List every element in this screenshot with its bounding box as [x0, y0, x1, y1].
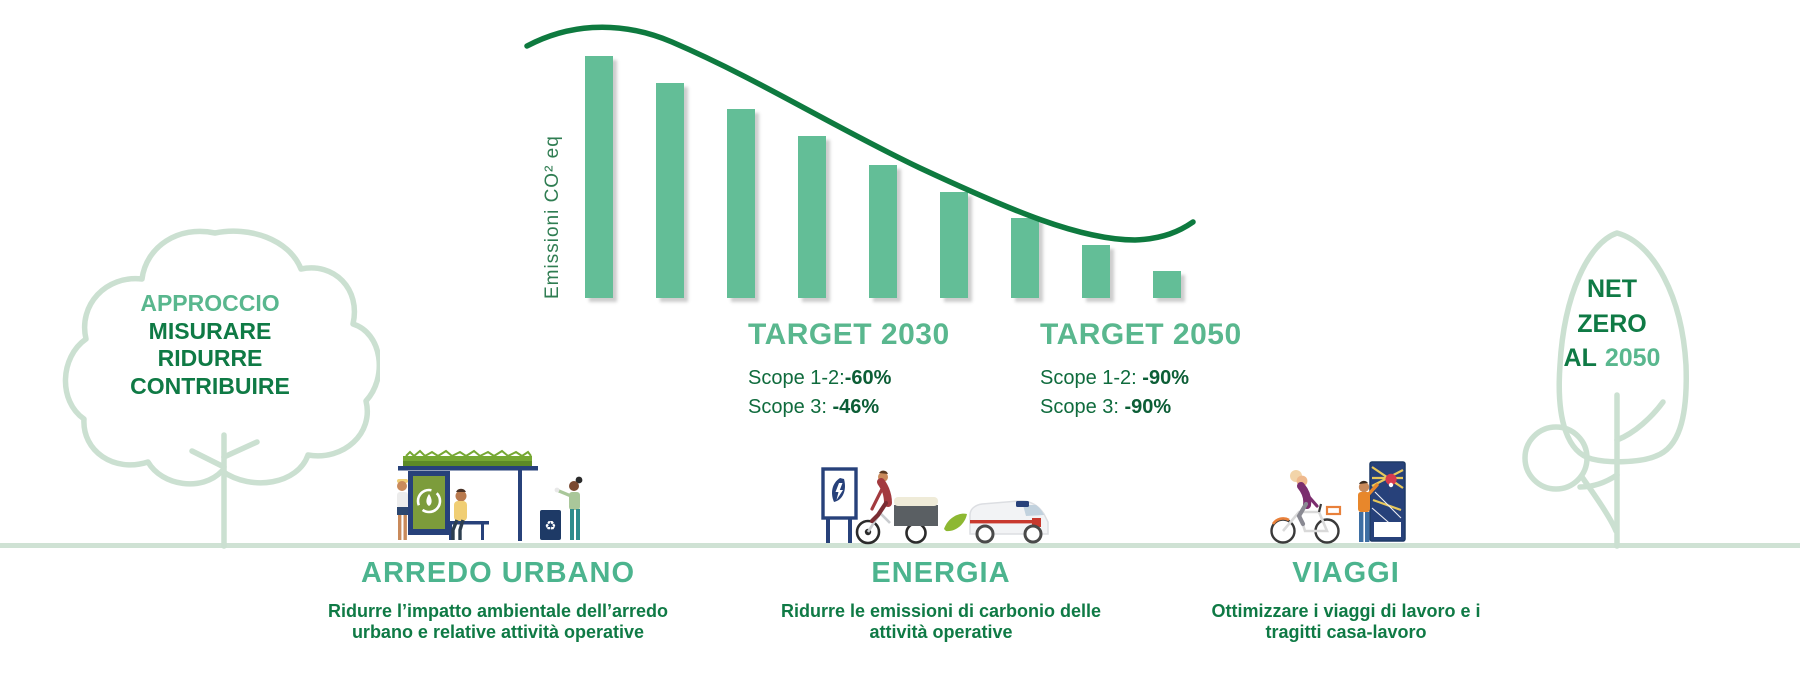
leaf-icon [944, 513, 967, 532]
target-2050-title: TARGET 2050 [1040, 318, 1242, 351]
person-throwing-trash [554, 476, 583, 540]
target-2050-block: TARGET 2050 Scope 1-2: -90% Scope 3: -90… [1040, 318, 1320, 422]
ground-line [0, 543, 1800, 548]
energy-sign-icon [821, 467, 858, 543]
approach-tree-icon [62, 228, 380, 549]
person-sitting [451, 488, 467, 540]
grass-roof [403, 449, 532, 466]
emission-bar-7 [1011, 218, 1039, 298]
bike-rider [1290, 470, 1319, 527]
net-zero-tree-text: NET ZERO AL 2050 [1537, 272, 1687, 376]
energia-description: Ridurre le emissioni di carbonio delle a… [780, 601, 1102, 642]
person-standing-left [397, 479, 408, 540]
al-2050-label: AL 2050 [1563, 344, 1661, 372]
svg-text:♻: ♻ [545, 519, 557, 534]
shelter-roof-bar [398, 466, 538, 471]
emission-bar-3 [727, 109, 755, 298]
approach-tree-text: APPROCCIO MISURARE RIDURRE CONTRIBUIRE [85, 290, 335, 400]
net-zero-tree-icon [1522, 230, 1689, 549]
emission-bar-4 [798, 136, 826, 298]
target-2030-scope12: Scope 1-2:-60% [748, 367, 892, 389]
ridurre-label: RIDURRE [157, 345, 263, 372]
approccio-label: APPROCCIO [140, 290, 280, 316]
arredo-urbano-title: ARREDO URBANO [361, 557, 635, 589]
target-2030-block: TARGET 2030 Scope 1-2:-60% Scope 3: -46% [748, 318, 1028, 422]
energia-illustration [821, 467, 1049, 545]
net-label: NET [1587, 275, 1637, 303]
target-2030-scope3: Scope 3: -46% [748, 396, 880, 418]
map-pin-icon [1385, 473, 1397, 498]
arredo-urbano-illustration: ♻ [397, 449, 583, 541]
viaggi-illustration [1270, 461, 1406, 544]
zero-label: ZERO [1577, 309, 1647, 338]
shelter-post [518, 470, 522, 541]
emissions-trend-curve [524, 24, 1196, 243]
viaggi-description: Ottimizzare i viaggi di lavoro e i tragi… [1211, 601, 1481, 642]
map-kiosk [1369, 461, 1406, 542]
viaggi-title: VIAGGI [1292, 557, 1400, 589]
target-2050-scope12: Scope 1-2: -90% [1040, 367, 1189, 389]
target-2030-title: TARGET 2030 [748, 318, 950, 351]
energia-title: ENERGIA [871, 557, 1011, 589]
bench [445, 521, 489, 540]
emission-bar-8 [1082, 245, 1110, 298]
emission-bar-1 [585, 56, 613, 298]
emission-bar-2 [656, 83, 684, 298]
target-2050-scope3: Scope 3: -90% [1040, 396, 1172, 418]
emission-bar-6 [940, 192, 968, 298]
city-bike [1270, 503, 1342, 544]
emission-bar-5 [869, 165, 897, 298]
person-at-kiosk [1358, 480, 1379, 542]
poster-recycle-icon [408, 471, 450, 535]
recycle-bin-icon: ♻ [540, 510, 561, 540]
delivery-van [969, 500, 1049, 544]
misurare-label: MISURARE [148, 317, 272, 344]
cargo-bike-rider [869, 470, 892, 524]
emission-bar-9 [1153, 271, 1181, 298]
cargo-bike [855, 497, 938, 545]
arredo-urbano-description: Ridurre l’impatto ambientale dell’arredo… [327, 601, 669, 642]
contribuire-label: CONTRIBUIRE [130, 372, 290, 399]
